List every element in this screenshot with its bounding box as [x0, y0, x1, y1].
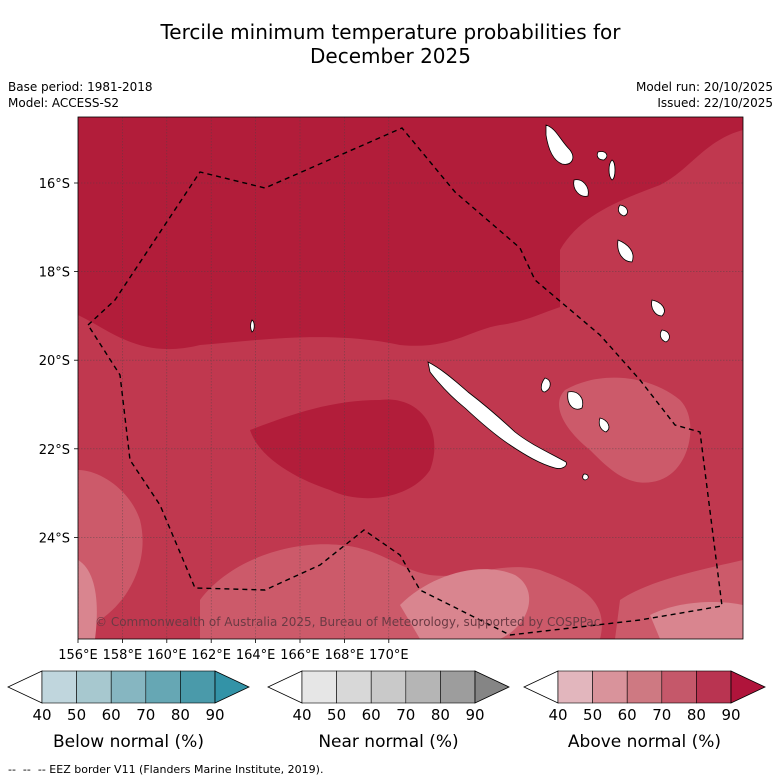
meta-right: Model run: 20/10/2025 Issued: 22/10/2025 [636, 79, 773, 111]
lon-tick-label: 156°E [58, 648, 98, 663]
latitude-ticks: 16°S 18°S 20°S 22°S 24°S [39, 177, 78, 546]
lat-tick-label: 22°S [39, 443, 70, 458]
colorbar-segment [336, 670, 372, 704]
loyalty-islands [540, 377, 551, 393]
colorbar-tick-label: 80 [687, 706, 706, 724]
lon-tick-label: 168°E [325, 648, 365, 663]
eez-border [87, 127, 723, 636]
model-name: Model: ACCESS-S2 [8, 96, 120, 110]
meta-left: Base period: 1981-2018 Model: ACCESS-S2 [8, 79, 153, 111]
lat-tick-label: 18°S [39, 266, 70, 281]
colorbar-segment [696, 670, 732, 704]
colorbar-right-arrow [730, 670, 766, 704]
colorbar-label: Below normal (%) [53, 732, 204, 752]
colorbar-segment [145, 670, 181, 704]
colorbar-left-arrow [523, 670, 559, 704]
above-70-region-east [560, 130, 743, 320]
eez-legend: -- -- -- EEZ border V11 (Flanders Marine… [8, 763, 324, 776]
issued-date: Issued: 22/10/2025 [657, 96, 773, 110]
colorbar-tick-label: 90 [205, 706, 224, 724]
lat-tick-label: 20°S [39, 354, 70, 369]
colorbar-right-arrow [214, 670, 250, 704]
colorbar-tick-label: 40 [292, 706, 311, 724]
pentecost [608, 159, 616, 181]
colorbar-tick-label: 70 [136, 706, 155, 724]
above-60-region-east [559, 377, 691, 483]
lon-tick-label: 166°E [280, 648, 320, 663]
colorbar-segment [557, 670, 593, 704]
colorbar-segment [110, 670, 147, 704]
above-50-region-southeast [650, 602, 743, 639]
colorbar-tick-label: 50 [583, 706, 602, 724]
colorbar-left-arrow [7, 670, 43, 704]
colorbar-tick-label: 60 [362, 706, 381, 724]
colorbar-segment [661, 670, 697, 704]
colorbar-right-arrow [474, 670, 510, 704]
lon-tick-label: 162°E [191, 648, 231, 663]
efate [617, 239, 634, 263]
colorbar-left-arrow [267, 670, 303, 704]
colorbar-tick-label: 70 [396, 706, 415, 724]
land-masses [250, 124, 670, 481]
longitude-ticks: 156°E 158°E 160°E 162°E 164°E 166°E 168°E 170°E [58, 639, 409, 663]
lon-tick-label: 158°E [103, 648, 143, 663]
colorbar-tick-label: 40 [548, 706, 567, 724]
colorbar-tick-label: 80 [431, 706, 450, 724]
lifou [567, 391, 584, 410]
colorbar-label: Near normal (%) [318, 732, 458, 752]
colorbar-segment [440, 670, 476, 704]
epi [617, 204, 628, 217]
above-50-region-south [400, 569, 530, 639]
colorbar-segment [370, 670, 407, 704]
gridlines [78, 117, 743, 639]
lat-tick-label: 24°S [39, 531, 70, 546]
chart-title: Tercile minimum temperature probabilitie… [0, 20, 781, 68]
lon-tick-label: 160°E [147, 648, 187, 663]
colorbar-tick-label: 50 [327, 706, 346, 724]
colorbar-tick-label: 90 [721, 706, 740, 724]
colorbar-segment [41, 670, 77, 704]
lon-tick-label: 164°E [236, 648, 276, 663]
ambae [596, 151, 608, 161]
colorbar-2: 40 50 60 70 80 90 Near normal (%) [267, 670, 510, 752]
colorbar-tick-label: 60 [618, 706, 637, 724]
base-period: Base period: 1981-2018 [8, 80, 153, 94]
copyright-notice: © Commonwealth of Australia 2025, Bureau… [95, 615, 600, 629]
colorbar-tick-label: 70 [652, 706, 671, 724]
colorbar-segment [301, 670, 337, 704]
above-50-region-southwest [78, 560, 97, 639]
new-caledonia [427, 361, 567, 469]
colorbar-segment [626, 670, 663, 704]
model-run: Model run: 20/10/2025 [635, 80, 773, 94]
colorbar-tick-label: 50 [67, 706, 86, 724]
malekula [573, 179, 589, 197]
colorbar-tick-label: 40 [32, 706, 51, 724]
colorbar-segment [76, 670, 112, 704]
colorbar-tick-label: 60 [102, 706, 121, 724]
title-line-2: December 2025 [310, 44, 471, 68]
lat-tick-label: 16°S [39, 177, 70, 192]
colorbar-tick-label: 80 [171, 706, 190, 724]
tanna [659, 329, 670, 343]
chesterfield-islet [250, 319, 255, 333]
colorbar-segment [592, 670, 628, 704]
title-line-1: Tercile minimum temperature probabilitie… [160, 20, 621, 44]
map-frame [77, 116, 744, 640]
espiritu-santo [545, 124, 574, 165]
lon-tick-label: 170°E [369, 648, 409, 663]
colorbar-segment [405, 670, 441, 704]
probability-field: © Commonwealth of Australia 2025, Bureau… [78, 117, 743, 639]
colorbar-segment [180, 670, 216, 704]
isle-of-pines [582, 473, 589, 481]
colorbar-tick-label: 90 [465, 706, 484, 724]
colorbar-label: Above normal (%) [568, 732, 721, 752]
erromango [651, 299, 665, 317]
mare [598, 417, 610, 433]
